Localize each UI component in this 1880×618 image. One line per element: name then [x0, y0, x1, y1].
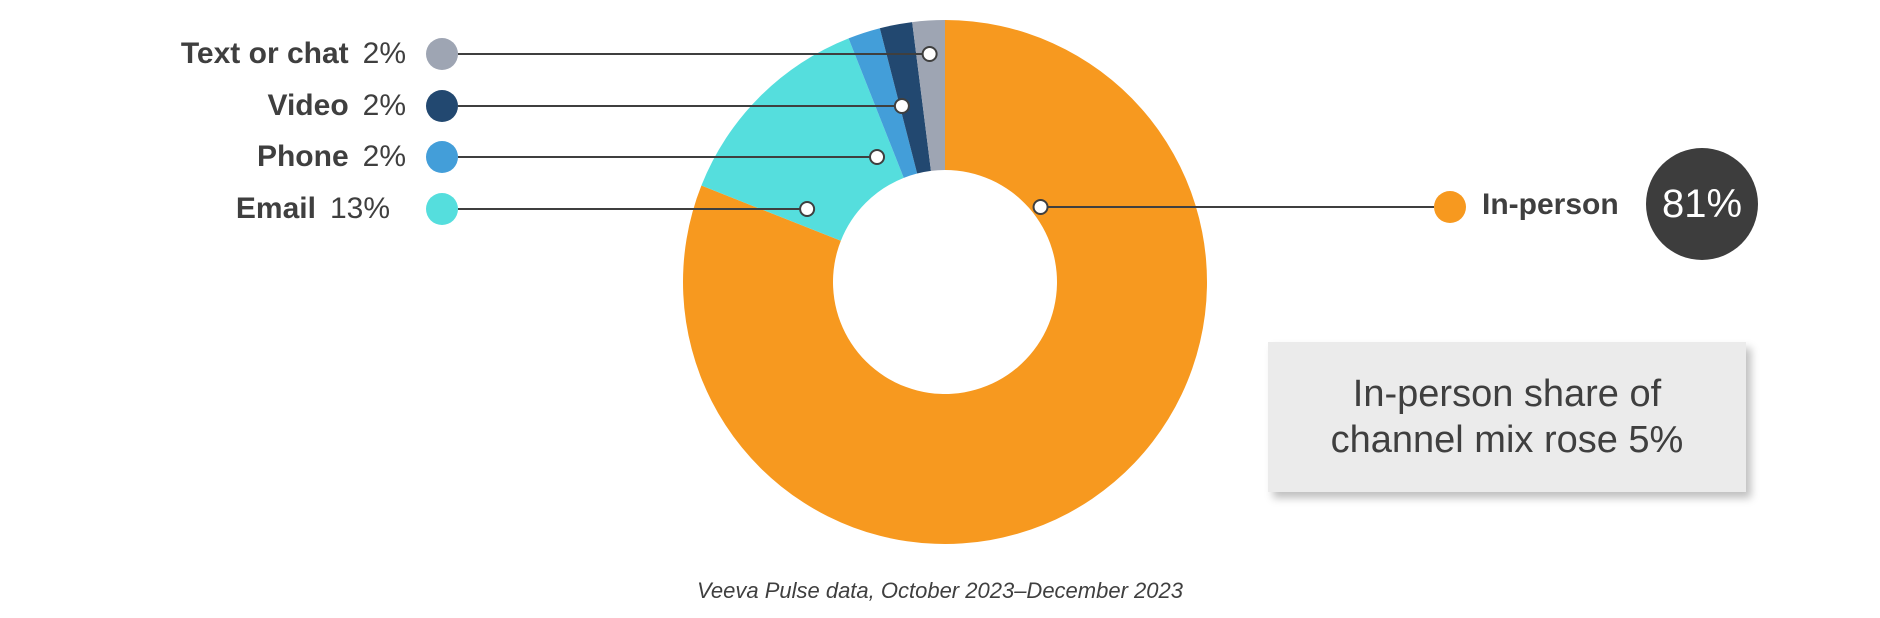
leader-marker-email [799, 201, 816, 217]
slice-phone [848, 28, 918, 178]
legend-dot-email [426, 193, 458, 225]
label-phone-name: Phone [256, 140, 349, 173]
label-in-person-name: In-person [1482, 188, 1619, 221]
legend-dot-text-or-chat [426, 38, 458, 70]
legend-dot-in-person [1434, 191, 1466, 223]
callout-box: In-person share of channel mix rose 5% [1268, 342, 1746, 492]
slice-video [879, 22, 931, 174]
leader-marker-in-person [1032, 199, 1049, 215]
leader-marker-video [893, 98, 910, 114]
label-phone: Phone 2% [257, 140, 406, 174]
in-person-value-badge: 81% [1646, 148, 1758, 260]
label-video-name: Video [267, 89, 349, 122]
label-email-value: 13% [329, 192, 390, 225]
callout-text: In-person share of channel mix rose 5% [1330, 373, 1684, 461]
label-email-name: Email [235, 192, 316, 225]
slice-email [701, 38, 904, 241]
label-text-or-chat: Text or chat 2% [181, 37, 406, 71]
legend-dot-video [426, 90, 458, 122]
slice-in-person [683, 20, 1207, 544]
label-phone-value: 2% [362, 140, 406, 173]
label-video-value: 2% [362, 89, 406, 122]
label-email: Email 13% [236, 192, 390, 226]
label-text-or-chat-name: Text or chat [180, 37, 349, 70]
slice-text-or-chat [912, 20, 945, 171]
legend-dot-phone [426, 141, 458, 173]
leader-marker-phone [869, 149, 886, 165]
in-person-value: 81% [1661, 181, 1743, 226]
label-text-or-chat-value: 2% [362, 37, 406, 70]
leader-marker-text-or-chat [921, 46, 938, 62]
source-note: Veeva Pulse data, October 2023–December … [697, 578, 1183, 603]
label-video: Video 2% [268, 89, 407, 123]
